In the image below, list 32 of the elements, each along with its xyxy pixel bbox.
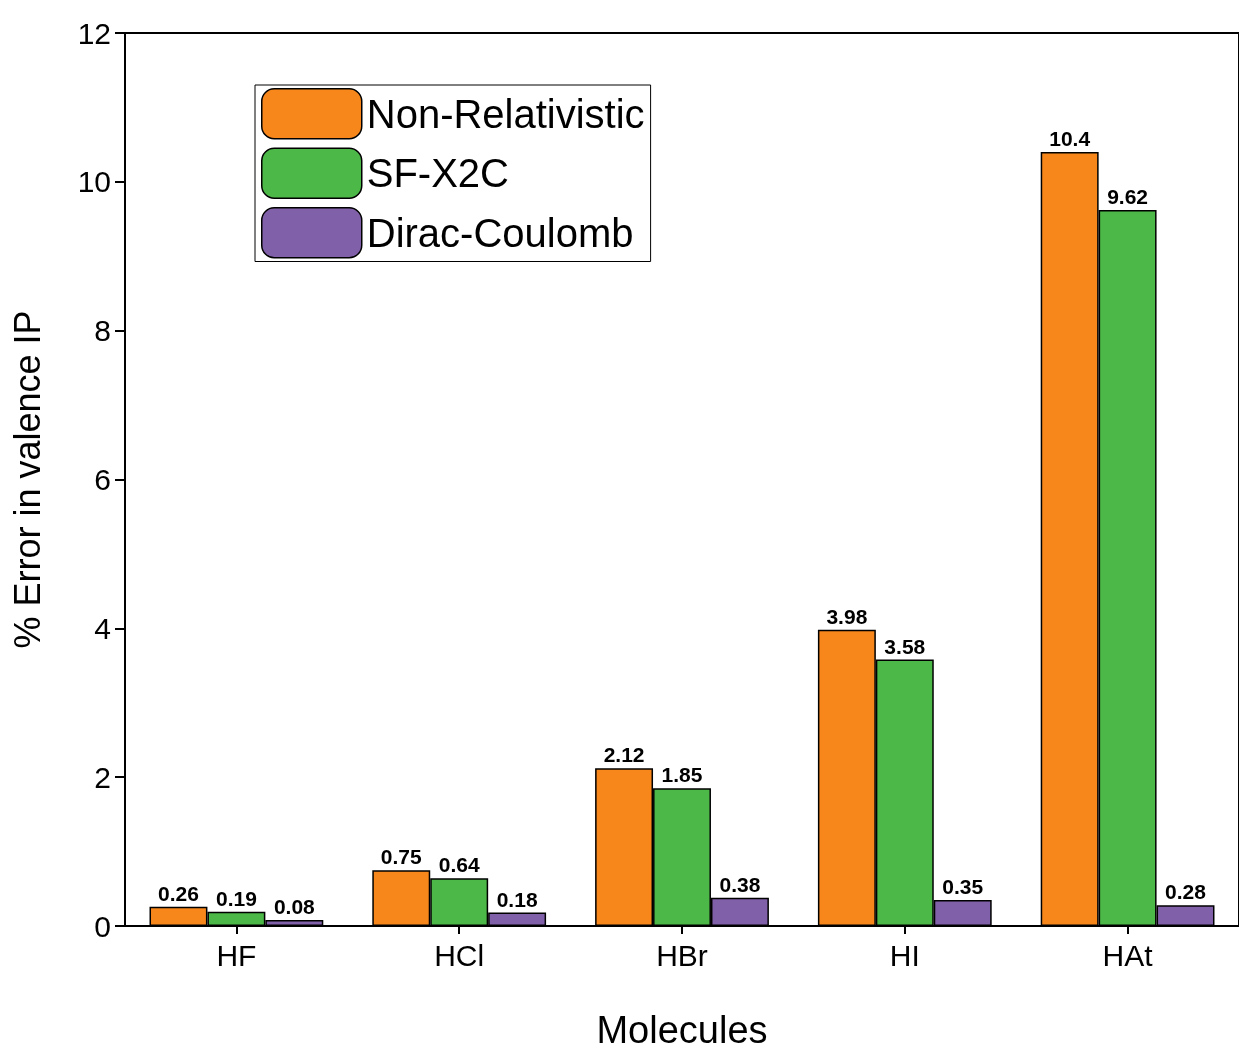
data-label: 0.38 bbox=[719, 872, 761, 896]
data-label: 10.4 bbox=[1049, 127, 1091, 151]
data-label: 9.62 bbox=[1107, 185, 1149, 209]
data-label: 0.64 bbox=[438, 853, 480, 877]
data-label: 1.85 bbox=[661, 763, 703, 787]
data-label: 0.18 bbox=[496, 887, 538, 911]
y-tick-label: 12 bbox=[77, 16, 111, 50]
x-tick-label: HCl bbox=[434, 938, 485, 972]
data-label: 0.26 bbox=[158, 881, 199, 905]
legend-label: Non-Relativistic bbox=[366, 91, 645, 136]
x-tick-label: HF bbox=[216, 938, 257, 972]
data-label: 0.28 bbox=[1165, 880, 1207, 904]
data-label: 2.12 bbox=[603, 743, 645, 767]
data-label: 3.58 bbox=[884, 634, 926, 658]
y-tick-label: 4 bbox=[94, 611, 111, 645]
x-tick-label: HBr bbox=[656, 938, 708, 972]
y-tick-label: 2 bbox=[94, 760, 111, 794]
legend-label: Dirac-Coulomb bbox=[366, 210, 634, 255]
data-label: 0.08 bbox=[273, 895, 316, 919]
y-axis-title: % Error in valence IP bbox=[6, 310, 48, 649]
legend-label: SF-X2C bbox=[366, 151, 509, 196]
data-label: 0.35 bbox=[942, 874, 984, 898]
y-tick-label: 0 bbox=[94, 909, 111, 943]
y-tick-label: 10 bbox=[77, 165, 111, 199]
x-axis-title: Molecules bbox=[596, 1009, 768, 1051]
x-tick-label: HAt bbox=[1102, 938, 1154, 972]
data-label: 0.75 bbox=[380, 845, 423, 869]
x-tick-label: HI bbox=[889, 938, 920, 972]
y-tick-label: 6 bbox=[94, 463, 111, 496]
data-label: 3.98 bbox=[826, 604, 868, 628]
data-label: 0.19 bbox=[215, 886, 257, 910]
y-tick-label: 8 bbox=[94, 314, 111, 348]
